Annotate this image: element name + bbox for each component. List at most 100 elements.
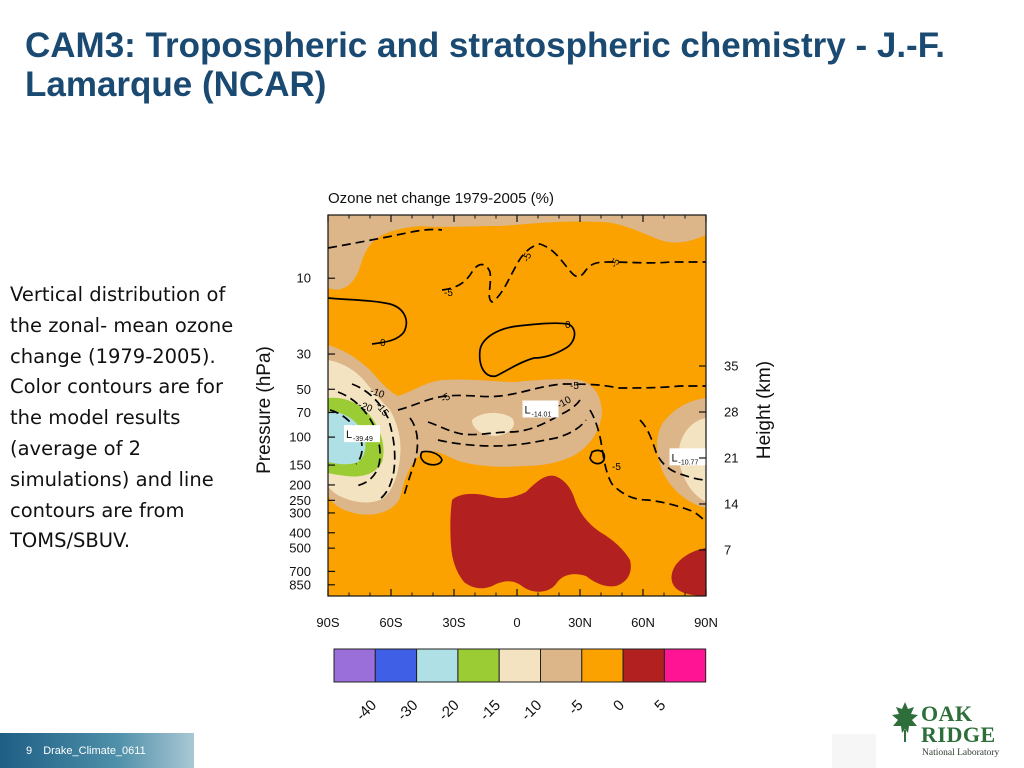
minimum-marker-letter: L [525,405,531,417]
contour-label: -5 [444,288,453,299]
y2-tick-label: 21 [724,450,738,465]
x-tick-label: 30S [442,615,465,630]
axes: 90S 60S 30S 0 30N 60N 90N103050701001502002503… [289,215,738,630]
contour-label: -5 [612,462,621,473]
colorbar-label: -30 [394,697,421,724]
y-tick-label: 70 [297,405,311,420]
footer: 9 Drake_Climate_0611 [26,745,154,757]
contour-label: -10 [368,386,386,401]
minimum-marker-bg [522,400,559,418]
y2-tick-label: 7 [724,542,731,557]
chart-title: Ozone net change 1979-2005 (%) [328,190,554,207]
colorbar-swatch [457,648,500,683]
plot-area: -5 -5 -5 0 0 -5 -10 -15 -20 -5 -10 -5 [328,215,706,596]
contour-line-dashed-minus5-top-b [441,243,706,304]
contour-label: 0 [565,320,571,331]
slide-title: CAM3: Tropospheric and stratospheric che… [25,26,945,104]
colorbar-swatch [416,648,459,683]
contour-line-dashed-minus10 [351,383,396,501]
fill-patch-minus10-center [472,412,515,436]
logo-text-oak: OAK [921,701,973,726]
contour-line-dashed-minus5-top-a [328,228,443,249]
contour-label: 0 [380,338,386,349]
y-axis-label: Pressure (hPa) [254,346,275,474]
footer-fade-box [832,734,876,768]
minima-markers: L -39.49L -14.01L -10.77 [344,400,706,466]
colorbar-label: -40 [353,697,380,724]
colorbar-swatch [498,648,542,683]
y-tick-label: 400 [289,525,311,540]
contour-line-dashed-right-b [639,419,706,481]
y-tick-label: 700 [289,564,311,579]
colorbar-swatch [581,648,624,683]
y2-axis-label: Height (km) [754,361,775,459]
colorbar-label: -15 [477,697,504,724]
contour-line-dashed-minus20 [329,409,363,465]
contour-line-dashed-minus15 [337,391,381,487]
colorbar-label: 5 [651,697,669,715]
contour-line-dashed-minus5-mid [397,383,706,411]
colorbar-label: 0 [610,697,628,715]
y-tick-label: 50 [297,382,311,397]
contour-line-dashed-inner-a [403,417,419,497]
colorbar-label: -10 [518,697,545,724]
contour-line-dashed-inner-b [427,399,581,436]
minimum-marker: L -39.49 [344,425,380,443]
x-tick-label: 90N [694,615,718,630]
y-tick-label: 300 [289,505,311,520]
minimum-marker-bg [669,448,706,466]
y-tick-label: 200 [289,477,311,492]
contour-label: -20 [356,400,374,415]
ozone-contour-chart: Ozone net change 1979-2005 (%) [254,190,775,724]
colorbar-swatch [622,648,665,683]
y-tick-label: 30 [297,347,311,362]
x-tick-label: 0 [513,615,520,630]
contour-line-solid-0-center [478,322,576,378]
logo-text-ridge: RIDGE [921,722,996,747]
footer-bar [0,733,194,768]
x-tick-label: 60N [631,615,655,630]
contour-line-solid-right-loop [589,449,606,465]
y2-tick-label: 35 [724,358,738,373]
colorbar-swatch [374,648,418,683]
minimum-marker: L -14.01 [522,400,559,419]
minimum-marker: L -10.77 [669,448,706,466]
oak-leaf-icon [892,702,918,742]
colorbar-label: -20 [435,697,462,724]
colorbar-label: -5 [565,697,586,718]
minimum-marker-value: -39.49 [353,436,373,443]
minimum-marker-value: -14.01 [532,412,552,419]
minimum-marker-value: -10.77 [679,459,699,466]
minimum-marker-letter: L [346,429,352,441]
minimum-marker-bg [344,425,380,443]
y-tick-label: 850 [289,577,311,592]
y2-tick-label: 14 [724,496,738,511]
colorbar-swatch [540,648,583,683]
footer-label: Drake_Climate_0611 [43,745,146,757]
contour-line-solid-small-loop [419,450,443,466]
x-tick-label: 90S [316,615,339,630]
page-number: 9 [26,745,33,757]
colorbar: -40 -30 -20 -15 -10 -5 0 5 [333,648,707,724]
fill-band-tropics-plus5 [450,475,631,592]
y-tick-label: 250 [289,493,311,508]
contour-label: -5 [570,381,579,392]
contour-line-dashed-right-a [589,409,706,523]
contour-line-solid-0-south [328,297,408,345]
slide-description: Vertical distribution of the zonal- mean… [10,283,234,553]
colorbar-swatch [663,648,707,683]
contour-label: -5 [521,251,535,264]
fill-band-arctic-plus5 [671,548,706,596]
x-tick-label: 60S [379,615,402,630]
fill-band-top-minus5 [328,215,706,290]
y-tick-label: 10 [297,271,311,286]
logo-text-national-laboratory: National Laboratory [922,748,1000,758]
x-tick-label: 30N [568,615,592,630]
oak-ridge-logo: OAK RIDGE National Laboratory [890,700,1010,762]
colorbar-swatch [333,648,376,683]
obs-contours [328,228,706,523]
y2-tick-label: 28 [724,404,738,419]
minimum-marker-letter: L [672,452,678,464]
y-tick-label: 500 [289,541,311,556]
contour-line-dashed-inner-c [437,419,587,447]
